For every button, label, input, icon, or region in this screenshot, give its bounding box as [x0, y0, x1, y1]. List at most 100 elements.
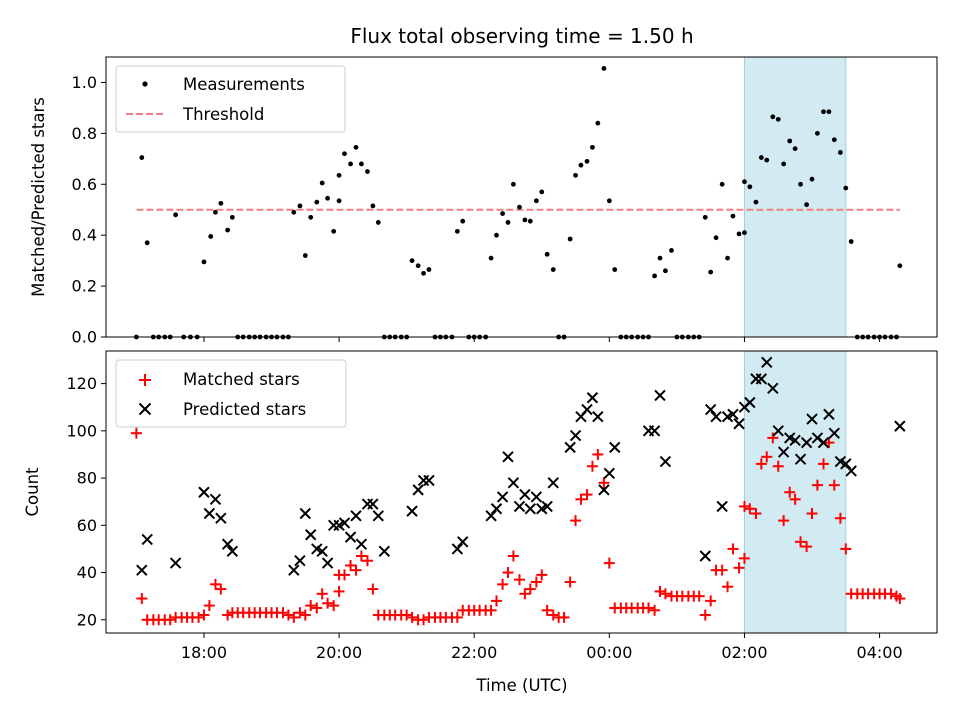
measurement-point [550, 267, 556, 272]
measurement-point [365, 169, 370, 174]
predicted-point [823, 408, 835, 421]
predicted-point [490, 503, 503, 515]
predicted-point [840, 458, 852, 470]
measurement-point [764, 157, 770, 163]
predicted-point [423, 474, 435, 487]
measurement-point [325, 195, 330, 201]
matched-point [198, 609, 210, 621]
bottom-y-axis: 20 40 60 80 100 120 [66, 374, 106, 629]
matched-point [338, 569, 350, 581]
matched-point [288, 611, 300, 623]
predicted-point [215, 512, 227, 524]
predicted-point [727, 408, 739, 421]
matched-point [502, 567, 514, 579]
matched-point [727, 543, 739, 555]
predicted-point [817, 436, 830, 449]
matched-point [806, 507, 818, 519]
legend-measurements-marker [142, 81, 148, 87]
measurement-point [527, 218, 533, 224]
measurement-point [336, 172, 342, 178]
predicted-point [772, 425, 784, 437]
measurement-point [725, 255, 730, 261]
legend-matched-marker [139, 374, 151, 386]
matched-point [193, 611, 205, 623]
matched-point [699, 609, 711, 621]
matched-point [784, 486, 796, 498]
matched-point [705, 595, 717, 607]
predicted-point [221, 538, 234, 550]
measurement-point [821, 109, 826, 115]
xtick-label: 18:00 [181, 643, 227, 662]
predicted-point [845, 465, 857, 477]
predicted-point [519, 488, 531, 501]
predicted-point [744, 396, 756, 409]
top-axes-frame [105, 56, 938, 338]
predicted-point [350, 510, 362, 522]
measurement-point [897, 263, 903, 269]
bottom-ytick-label: 60 [77, 516, 97, 535]
top-legend: Measurements Threshold [115, 65, 346, 133]
measurement-point [208, 234, 214, 239]
matched-point [755, 458, 767, 470]
measurement-point [719, 181, 725, 187]
measurement-point [409, 258, 415, 264]
measurement-point [353, 144, 359, 150]
measurement-point [319, 180, 325, 186]
measurement-point [144, 240, 150, 246]
matched-point [277, 607, 289, 619]
measurement-point [494, 232, 499, 238]
matched-point [311, 602, 323, 614]
measurement-point [336, 198, 342, 204]
matched-point [643, 602, 655, 614]
matched-point [654, 585, 666, 597]
matched-point [558, 611, 570, 623]
bottom-axes-frame [105, 350, 938, 634]
matched-point [581, 489, 593, 501]
predicted-point [699, 550, 711, 562]
top-ytick-label: 0.4 [72, 226, 97, 245]
matched-point [716, 564, 728, 576]
measurement-point [308, 214, 314, 220]
matched-point [164, 614, 176, 626]
matched-point [834, 512, 846, 524]
top-x-ticks [203, 337, 881, 342]
matched-point [649, 604, 661, 616]
measurement-point [652, 273, 657, 279]
matched-point [789, 493, 801, 505]
top-panel: 0.0 0.2 0.4 0.6 0.8 1.0 Matched/Predicted sta… [29, 56, 938, 347]
measurement-point [781, 161, 787, 167]
matched-point [659, 588, 671, 600]
matched-point [406, 611, 418, 623]
top-y-label: Matched/Predicted stars [29, 97, 48, 297]
measurement-point [342, 151, 347, 157]
predicted-point [198, 486, 210, 498]
matched-point [598, 477, 610, 489]
matched-point [722, 581, 734, 593]
predicted-point [355, 538, 368, 550]
measurement-point [590, 144, 595, 150]
top-ytick-label: 0.0 [72, 328, 97, 347]
xtick-label: 00:00 [586, 643, 632, 662]
measurement-point [742, 230, 747, 236]
predicted-point [136, 564, 148, 576]
bottom-ytick-label: 100 [66, 421, 97, 440]
matched-point [513, 574, 525, 586]
legend-predicted-marker [138, 402, 152, 416]
measurement-point [426, 267, 432, 272]
bottom-ytick-label: 120 [66, 374, 97, 393]
measurement-point [500, 211, 505, 216]
measurement-point [804, 202, 810, 208]
top-ytick-label: 0.6 [72, 175, 97, 194]
matched-point [575, 493, 587, 505]
predicted-point [648, 425, 661, 437]
matched-point [451, 611, 463, 623]
predicted-point [609, 441, 621, 454]
matched-point [299, 609, 311, 621]
predicted-point [344, 531, 357, 543]
chart-title: Flux total observing time = 1.50 h [350, 24, 693, 48]
predicted-point [569, 429, 582, 442]
top-ytick-label: 0.2 [72, 277, 97, 296]
predicted-point [502, 451, 514, 463]
matched-point [840, 543, 852, 555]
measurement-point [606, 198, 612, 204]
